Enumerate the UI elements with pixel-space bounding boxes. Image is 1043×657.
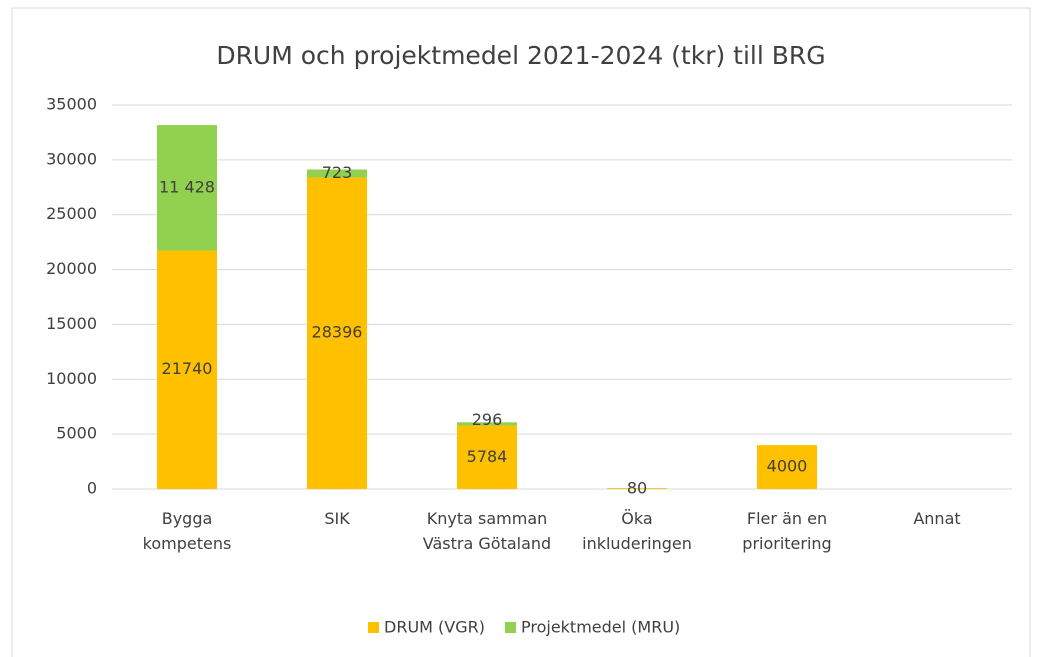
bar-segment xyxy=(457,422,517,426)
bar-segment xyxy=(757,445,817,489)
x-tick-label: Knyta samman Västra Götaland xyxy=(422,509,552,553)
data-label: 723 xyxy=(322,163,353,182)
chart-title: DRUM och projektmedel 2021-2024 (tkr) ti… xyxy=(216,41,825,70)
data-label: 11 428 xyxy=(159,177,215,196)
data-label: 28396 xyxy=(312,323,363,342)
y-tick-label: 10000 xyxy=(46,369,97,388)
legend-swatch xyxy=(368,622,379,633)
legend-label: Projektmedel (MRU) xyxy=(521,618,680,637)
data-label: 80 xyxy=(627,479,647,498)
data-label: 21740 xyxy=(162,359,213,378)
y-tick-label: 15000 xyxy=(46,314,97,333)
bar-segment xyxy=(457,425,517,489)
x-tick-label: Fler än en prioritering xyxy=(742,509,832,553)
y-tick-label: 30000 xyxy=(46,149,97,168)
legend-swatch xyxy=(504,622,516,633)
bar-segment xyxy=(157,250,217,489)
y-tick-label: 25000 xyxy=(46,204,97,223)
y-tick-label: 0 xyxy=(87,479,97,498)
bar-segment xyxy=(307,177,367,489)
bar-segment xyxy=(607,488,667,489)
y-tick-label: 20000 xyxy=(46,259,97,278)
x-tick-label: Annat xyxy=(913,509,961,528)
y-tick-label: 35000 xyxy=(46,95,97,114)
bar-segment xyxy=(307,169,367,178)
x-tick-label: Bygga kompetens xyxy=(142,509,232,553)
y-tick-label: 5000 xyxy=(56,424,97,443)
legend-label: DRUM (VGR) xyxy=(384,618,485,637)
data-label: 5784 xyxy=(467,447,508,466)
data-label: 296 xyxy=(472,410,503,429)
bar-segment xyxy=(157,125,217,251)
x-tick-label: Öka inkluderingen xyxy=(582,509,692,553)
data-label: 4000 xyxy=(767,457,808,476)
x-tick-label: SIK xyxy=(324,509,350,528)
